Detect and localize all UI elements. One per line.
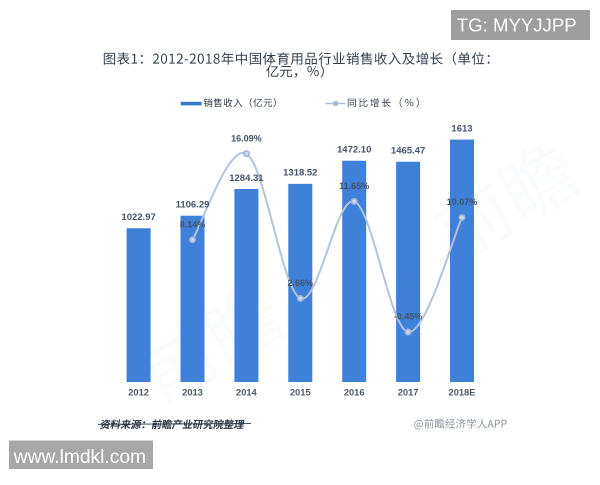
- svg-text:www.lmdkl.com: www.lmdkl.com: [13, 447, 146, 468]
- svg-text:1472.10: 1472.10: [337, 145, 371, 156]
- svg-text:2016: 2016: [344, 388, 365, 398]
- svg-text:1284.31: 1284.31: [229, 173, 264, 184]
- svg-text:10.07%: 10.07%: [447, 197, 478, 207]
- svg-text:1106.29: 1106.29: [176, 200, 210, 211]
- svg-text:1465.47: 1465.47: [391, 146, 425, 157]
- svg-text:2.66%: 2.66%: [288, 278, 314, 288]
- svg-text:2013: 2013: [182, 388, 203, 398]
- svg-text:2018E: 2018E: [449, 388, 476, 398]
- svg-text:16.09%: 16.09%: [231, 133, 262, 143]
- svg-text:2012: 2012: [128, 388, 149, 398]
- svg-text:8.14%: 8.14%: [180, 220, 206, 230]
- svg-text:TG: MYYJJPP: TG: MYYJJPP: [457, 15, 577, 36]
- svg-text:11.65%: 11.65%: [339, 181, 369, 191]
- svg-text:-0.45%: -0.45%: [394, 312, 423, 322]
- svg-text:2014: 2014: [236, 388, 258, 398]
- svg-text:1022.97: 1022.97: [121, 212, 155, 223]
- svg-text:2015: 2015: [290, 388, 311, 398]
- svg-text:1613: 1613: [451, 124, 472, 135]
- svg-text:2017: 2017: [398, 388, 419, 398]
- svg-text:1318.52: 1318.52: [283, 168, 317, 179]
